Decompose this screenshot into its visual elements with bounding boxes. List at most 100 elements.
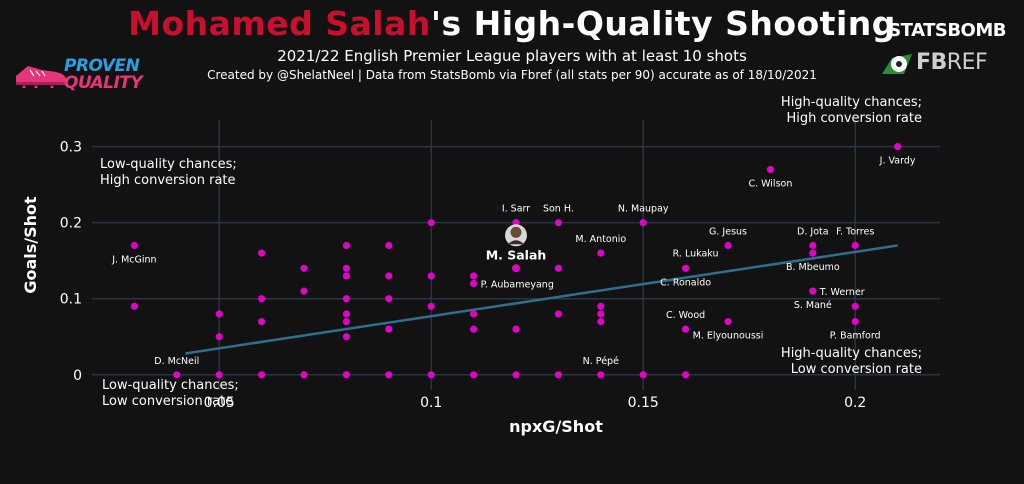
y-tick-label: 0 — [73, 368, 82, 384]
data-point — [258, 371, 266, 379]
y-axis-label: Goals/Shot — [21, 196, 40, 294]
data-point — [512, 325, 520, 333]
data-point — [215, 371, 223, 379]
data-point — [470, 371, 478, 379]
data-point — [639, 371, 647, 379]
data-point — [300, 264, 308, 272]
data-point — [342, 333, 350, 341]
fbref-logo: FBREF — [882, 48, 1002, 78]
point-label: D. McNeil — [154, 356, 199, 367]
point-label: C. Ronaldo — [660, 277, 711, 288]
statsbomb-logo: STATSBOMB — [888, 20, 1006, 41]
data-point — [851, 317, 859, 326]
highlight-point — [512, 264, 520, 273]
highlight-label: M. Salah — [486, 247, 547, 262]
page-title: Mohamed Salah's High-Quality Shooting — [0, 4, 1024, 43]
data-point — [427, 371, 435, 379]
point-label: P. Bamford — [830, 331, 881, 342]
point-label: M. Antonio — [575, 234, 626, 245]
data-point — [682, 325, 690, 333]
data-point — [385, 371, 393, 379]
data-point — [470, 310, 478, 318]
data-point — [809, 287, 817, 295]
point-label: I. Sarr — [502, 204, 530, 215]
data-point — [300, 287, 308, 295]
data-point — [554, 264, 563, 272]
data-point — [597, 310, 605, 318]
data-point — [427, 219, 435, 227]
point-label: T. Werner — [819, 287, 865, 298]
x-tick-label: 0.15 — [628, 395, 659, 411]
data-point — [639, 219, 647, 227]
data-point — [470, 279, 478, 288]
quadrant-label: Low conversion rate — [791, 362, 922, 377]
quadrant-label: High conversion rate — [786, 111, 922, 126]
data-point — [470, 325, 478, 333]
data-point — [554, 310, 563, 318]
data-point — [342, 371, 350, 379]
logo-text-quality: QUALITY — [64, 73, 143, 93]
data-point — [342, 272, 350, 280]
data-point — [385, 241, 393, 250]
data-point — [385, 295, 393, 303]
quadrant-label: High-quality chances; — [781, 95, 922, 110]
x-tick-label: 0.05 — [204, 395, 235, 411]
data-point — [470, 272, 478, 280]
data-point — [342, 264, 350, 272]
y-tick-label: 0.3 — [60, 140, 82, 156]
point-label: S. Mané — [794, 300, 832, 311]
point-label: J. McGinn — [111, 254, 156, 265]
point-label: D. Jota — [797, 226, 829, 237]
data-point — [173, 371, 181, 379]
data-point — [597, 317, 605, 326]
data-point — [554, 371, 563, 379]
data-point — [597, 302, 605, 310]
data-point — [851, 241, 859, 250]
x-axis-label: npxG/Shot — [509, 417, 603, 436]
data-point — [427, 272, 435, 280]
avatar-face — [510, 226, 522, 238]
x-tick-label: 0.2 — [844, 395, 866, 411]
data-point — [342, 241, 350, 250]
data-point — [342, 317, 350, 326]
player-avatar-icon — [505, 224, 527, 247]
data-point — [809, 241, 817, 250]
point-label: M. Elyounoussi — [693, 331, 764, 342]
data-point — [809, 249, 817, 257]
quadrant-label: Low-quality chances; — [100, 157, 237, 172]
point-label: F. Torres — [836, 226, 874, 237]
point-label: J. Vardy — [879, 156, 916, 167]
data-point — [258, 249, 266, 257]
point-label: B. Mbeumo — [786, 262, 840, 273]
data-point — [554, 219, 563, 227]
point-label: C. Wood — [666, 310, 705, 321]
point-label: Son H. — [543, 204, 574, 215]
data-point — [682, 264, 690, 272]
y-tick-label: 0.2 — [60, 216, 82, 232]
quadrant-label: Low conversion rate — [102, 394, 233, 409]
data-point — [385, 325, 393, 333]
credit-line: Created by @ShelatNeel | Data from Stats… — [207, 68, 817, 82]
data-point — [130, 302, 138, 310]
data-point — [724, 317, 732, 326]
data-point — [427, 302, 435, 310]
avatar-body — [508, 240, 524, 245]
data-point — [682, 371, 690, 379]
data-point — [300, 371, 308, 379]
quadrant-label: Low-quality chances; — [102, 378, 239, 393]
data-point — [512, 371, 520, 379]
x-tick-label: 0.1 — [420, 395, 442, 411]
data-point — [894, 143, 902, 151]
data-point — [851, 302, 859, 310]
data-point — [258, 295, 266, 303]
data-point — [342, 295, 350, 303]
proven-quality-logo: PROVEN QUALITY — [12, 52, 157, 96]
point-label: G. Jesus — [709, 226, 747, 237]
data-point — [258, 317, 266, 326]
title-highlight: Mohamed Salah — [128, 4, 431, 43]
point-label: P. Aubameyang — [481, 280, 554, 291]
data-point — [130, 241, 138, 250]
y-tick-label: 0.1 — [60, 292, 82, 308]
data-point — [766, 165, 775, 174]
